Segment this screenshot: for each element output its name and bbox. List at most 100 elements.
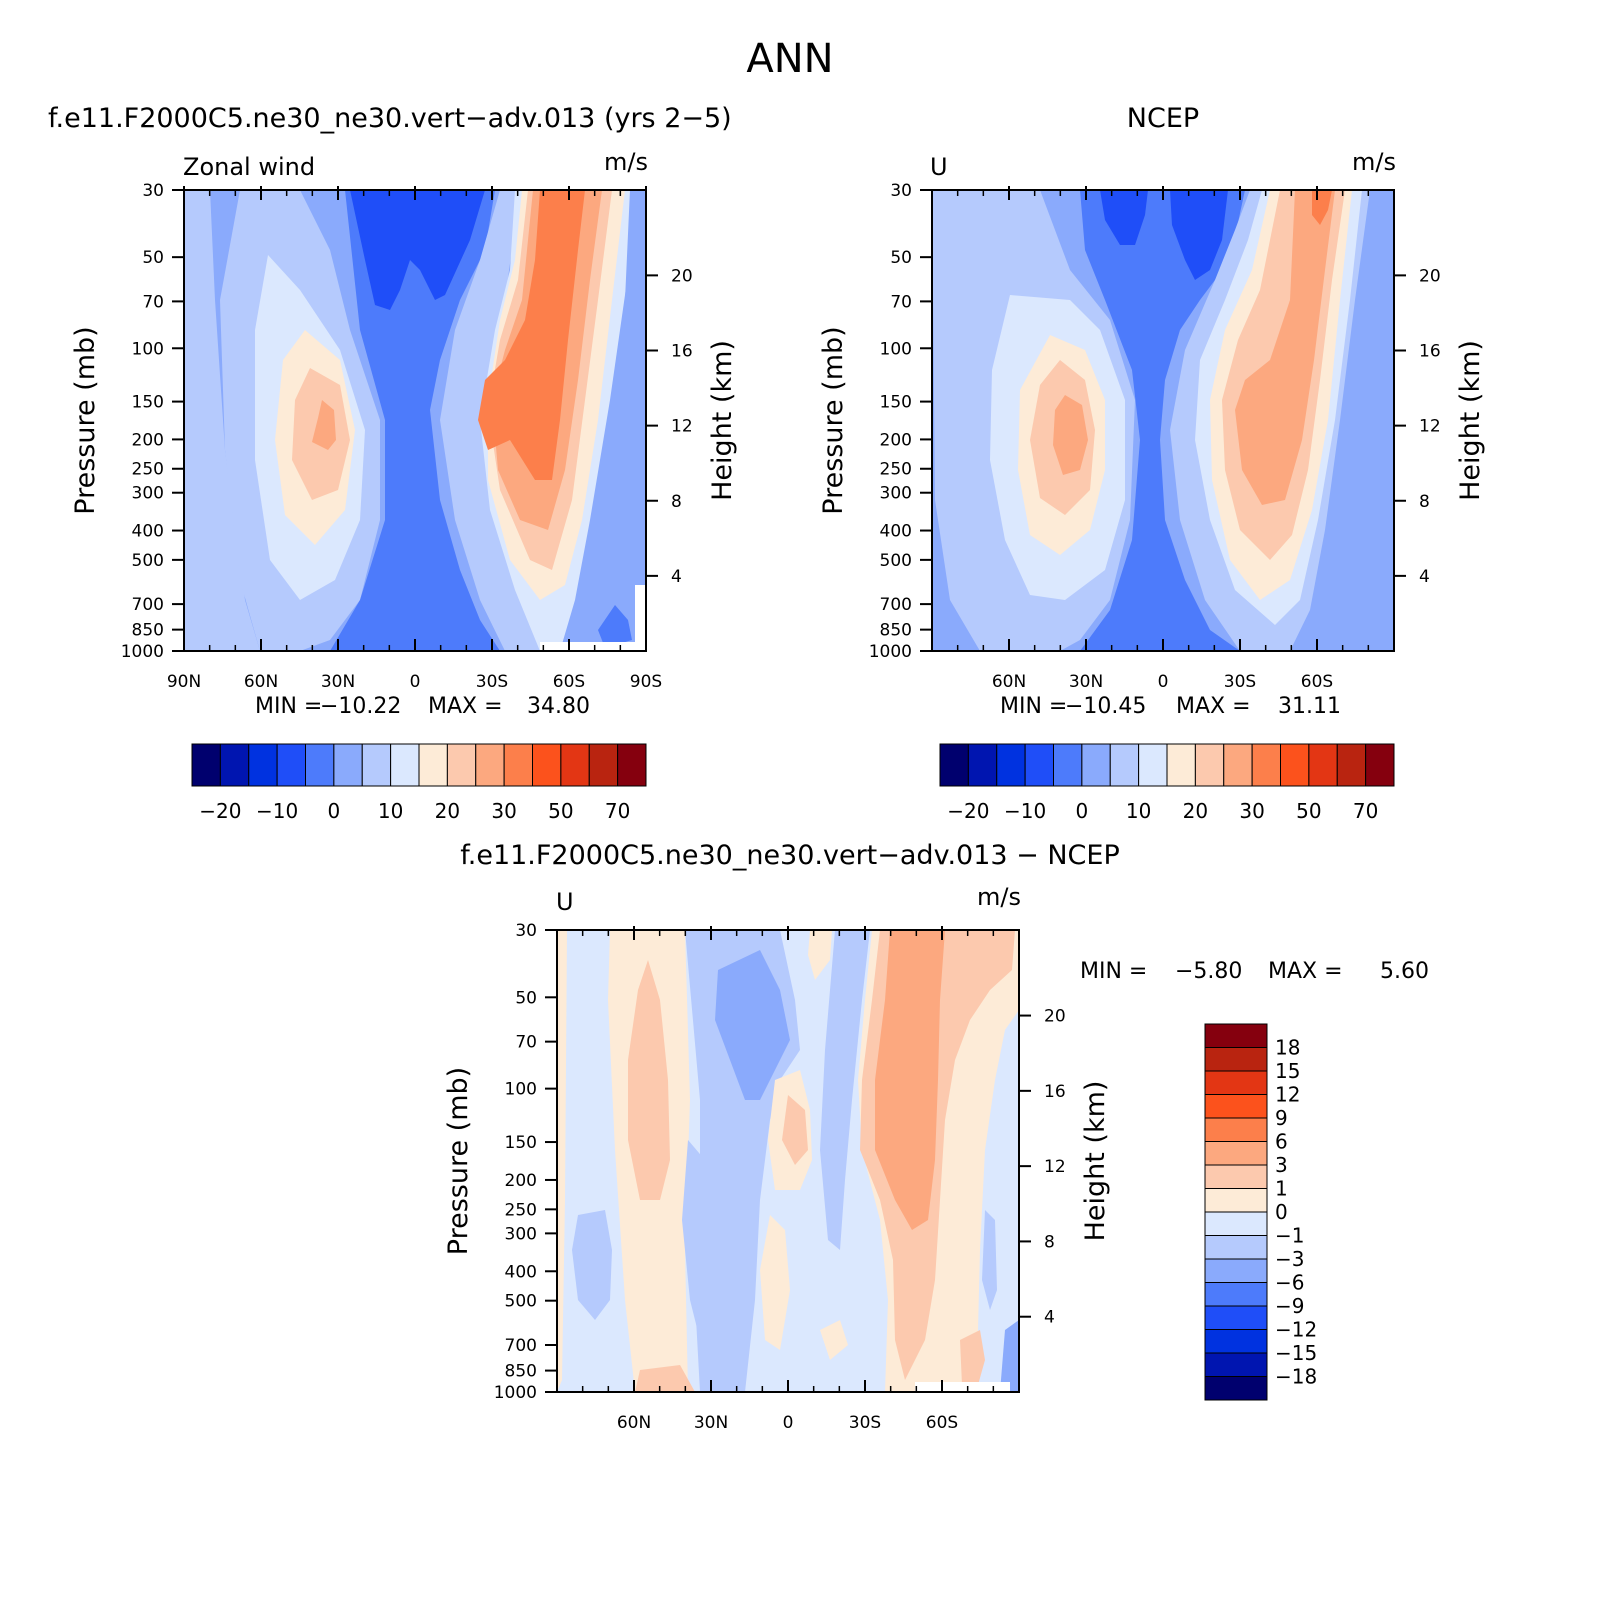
panel-model-colorbar-box	[305, 743, 335, 787]
panel-difference-colorbar-box	[1204, 1047, 1268, 1072]
panel-difference-y2-tick-label: 12	[1044, 1157, 1066, 1177]
panel-model-y2-tick-label: 8	[671, 492, 682, 512]
panel-ncep-colorbar-box	[1166, 743, 1196, 787]
panel-model-y-tick-label: 150	[132, 393, 164, 413]
contour-fill	[875, 930, 945, 1230]
panel-model-variable-label: Zonal wind	[183, 153, 315, 181]
panel-model-y-tick-label: 400	[132, 522, 164, 542]
panel-ncep-min-label: MIN =	[1000, 694, 1067, 719]
panel-ncep-y-tick-label: 1000	[869, 642, 912, 662]
panel-ncep-colorbar-label: −10	[1004, 799, 1046, 823]
panel-ncep-colorbar-label: 10	[1126, 799, 1151, 823]
panel-ncep-y-tick-label: 300	[880, 484, 912, 504]
panel-model-colorbar-box	[503, 743, 533, 787]
contour-fill	[915, 1382, 1010, 1392]
panel-model-x-tick-label: 90N	[167, 672, 201, 692]
panel-ncep-y2-tick-label: 8	[1419, 492, 1430, 512]
panel-difference-colorbar-box	[1204, 1070, 1268, 1095]
panel-model-colorbar-box	[361, 743, 392, 787]
panel-difference-colorbar-box	[1204, 1094, 1268, 1119]
panel-model-x-tick-label: 30N	[321, 672, 355, 692]
panel-ncep-x-tick-label: 0	[1158, 672, 1169, 692]
panel-ncep-y-tick-label: 250	[880, 460, 912, 480]
panel-ncep-colorbar-box	[1251, 743, 1281, 787]
panel-model-units: m/s	[604, 148, 648, 176]
contour-fill	[820, 930, 870, 1250]
panel-model-y-tick-label: 850	[132, 621, 164, 641]
panel-difference-y-tick-label: 500	[505, 1292, 537, 1312]
panel-difference-min: −5.80	[1175, 959, 1242, 984]
contour-fill	[1100, 190, 1148, 245]
contour-fill	[440, 190, 545, 651]
panel-model-colorbar-box	[475, 743, 505, 787]
contour-fill	[1053, 395, 1088, 475]
panel-difference-y-tick-label: 30	[515, 921, 537, 941]
panel-difference-title: f.e11.F2000C5.ne30_ne30.vert−adv.013 − N…	[460, 840, 1120, 871]
panel-ncep-y2-tick-label: 20	[1419, 266, 1441, 286]
panel-ncep-colorbar-box	[1223, 743, 1253, 787]
panel-model-x-tick-label: 90S	[630, 672, 662, 692]
panel-model-colorbar: −20 −10 0 10 20 30 50 70	[191, 743, 647, 823]
panel-ncep-x-tick-label: 60N	[992, 672, 1026, 692]
panel-ncep-colorbar-box	[1365, 743, 1395, 787]
contour-fill	[1080, 190, 1245, 651]
panel-model-y-tick-label: 300	[132, 484, 164, 504]
panel-ncep-y2-tick-label: 4	[1419, 567, 1430, 587]
panel-ncep-colorbar-label: 70	[1353, 799, 1378, 823]
contour-fill	[635, 585, 646, 651]
panel-model-colorbar-label: 10	[378, 799, 403, 823]
panel-difference-y-tick-label: 100	[505, 1080, 537, 1100]
panel-ncep-units: m/s	[1352, 148, 1396, 176]
panel-model-colorbar-box	[333, 743, 363, 787]
contour-fill	[312, 400, 336, 450]
panel-model-y-tick-label: 500	[132, 551, 164, 571]
panel-difference-y-tick-label: 400	[505, 1262, 537, 1282]
panel-difference-x-tick-label: 30N	[694, 1413, 728, 1433]
panel-ncep-colorbar-label: 20	[1183, 799, 1208, 823]
panel-model-colorbar-label: 30	[491, 799, 516, 823]
panel-model-colorbar-box	[446, 743, 477, 787]
panel-model-colorbar-box	[191, 743, 221, 787]
panel-difference-colorbar-label: 0	[1275, 1200, 1288, 1224]
panel-difference-y-tick-label: 1000	[494, 1383, 537, 1403]
panel-difference-y2-tick-label: 4	[1044, 1308, 1055, 1328]
panel-ncep-y-tick-label: 150	[880, 393, 912, 413]
panel-difference-colorbar-box	[1204, 1305, 1268, 1330]
panel-model-min-label: MIN =	[255, 694, 322, 719]
panel-ncep-colorbar: −20 −10 0 10 20 30 50 70	[939, 743, 1395, 823]
panel-difference-colorbar-box	[1204, 1164, 1268, 1189]
panel-model-colorbar-label: 20	[435, 799, 460, 823]
panel-model-x-tick-label: 60N	[244, 672, 278, 692]
contour-fill	[598, 605, 632, 648]
panel-difference-y2-tick-label: 20	[1044, 1007, 1066, 1027]
panel-ncep-colorbar-box	[1194, 743, 1225, 787]
panel-ncep-y-tick-label: 850	[880, 621, 912, 641]
panel-model-y-tick-label: 100	[132, 339, 164, 359]
panel-difference-x-tick-label: 30S	[849, 1413, 881, 1433]
contour-fill	[635, 1365, 695, 1392]
panel-ncep-ylabel: Pressure (mb)	[818, 326, 849, 514]
panel-difference-colorbar-label: −9	[1275, 1294, 1304, 1318]
panel-difference-x-tick-label: 0	[783, 1413, 794, 1433]
panel-model-colorbar-label: −20	[199, 799, 241, 823]
panel-model-max-label: MAX =	[428, 694, 503, 719]
panel-ncep-title: NCEP	[1127, 103, 1199, 134]
panel-model-y-tick-label: 200	[132, 430, 164, 450]
panel-difference-y-tick-label: 70	[515, 1033, 537, 1053]
figure-title: ANN	[746, 36, 833, 82]
panel-ncep-colorbar-label: 0	[1076, 799, 1089, 823]
panel-difference-colorbar-box	[1204, 1188, 1268, 1213]
contour-fill	[184, 190, 260, 651]
panel-ncep-colorbar-box	[1308, 743, 1338, 787]
panel-model-colorbar-box	[390, 743, 420, 787]
panel-difference-y-tick-label: 700	[505, 1336, 537, 1356]
panel-difference-colorbar-label: 9	[1275, 1106, 1288, 1130]
panel-model-colorbar-label: 50	[548, 799, 573, 823]
panel-difference-y-tick-label: 200	[505, 1171, 537, 1191]
panel-difference-colorbar-box	[1204, 1376, 1268, 1401]
panel-ncep-variable-label: U	[930, 153, 948, 181]
panel-ncep-colorbar-box	[996, 743, 1026, 787]
contour-fill	[350, 190, 485, 310]
